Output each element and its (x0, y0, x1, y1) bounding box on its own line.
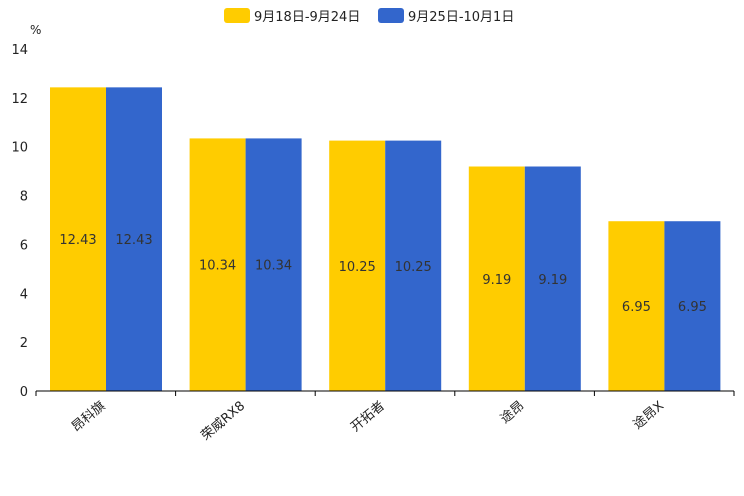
data-label: 10.34 (199, 259, 236, 274)
bar-week1 (50, 87, 106, 392)
legend-swatch (224, 8, 250, 23)
data-label: 9.19 (482, 273, 511, 288)
bar-week2 (385, 140, 442, 391)
data-label: 10.34 (255, 259, 292, 274)
bar-week2 (664, 221, 721, 391)
data-label: 6.95 (678, 300, 707, 315)
bar-week1 (608, 221, 665, 391)
y-tick-label: 0 (20, 385, 28, 400)
x-tick-label: 途昂 (497, 398, 527, 427)
y-tick-label: 14 (11, 43, 28, 58)
y-axis-unit: % (30, 23, 41, 37)
bar-week2 (524, 166, 581, 391)
data-labels: 12.43 12.43 10.34 10.34 10.25 10.25 9.19 9.19 6.… (59, 233, 706, 315)
x-axis: 昂科旗 荣威RX8 开拓者 途昂 途昂X (35, 391, 735, 444)
bar-week2 (106, 87, 162, 392)
bar-week1 (329, 140, 386, 391)
legend: 9月18日-9月24日 9月25日-10月1日 (224, 8, 514, 25)
data-label: 12.43 (115, 233, 152, 248)
y-tick-label: 6 (20, 238, 28, 253)
bar-week1 (189, 138, 246, 391)
bar-week2 (245, 138, 302, 391)
data-label: 12.43 (59, 233, 96, 248)
data-label: 6.95 (622, 300, 651, 315)
legend-label: 9月25日-10月1日 (408, 10, 514, 25)
x-tick-label: 昂科旗 (68, 398, 108, 435)
bars (50, 87, 721, 392)
data-label: 10.25 (395, 260, 432, 275)
y-tick-label: 10 (11, 141, 28, 156)
bar-week1 (468, 166, 525, 391)
y-tick-label: 2 (20, 336, 28, 351)
x-tick-label: 荣威RX8 (199, 399, 249, 444)
y-axis: 0 2 4 6 8 10 12 14 (11, 43, 28, 400)
legend-label: 9月18日-9月24日 (254, 10, 360, 25)
x-tick-label: 开拓者 (348, 399, 388, 436)
data-label: 10.25 (339, 260, 376, 275)
y-tick-label: 8 (20, 190, 28, 205)
data-label: 9.19 (538, 273, 567, 288)
x-tick-label: 途昂X (630, 398, 667, 433)
y-tick-label: 4 (20, 287, 28, 302)
legend-swatch (378, 8, 404, 23)
y-tick-label: 12 (11, 92, 28, 107)
